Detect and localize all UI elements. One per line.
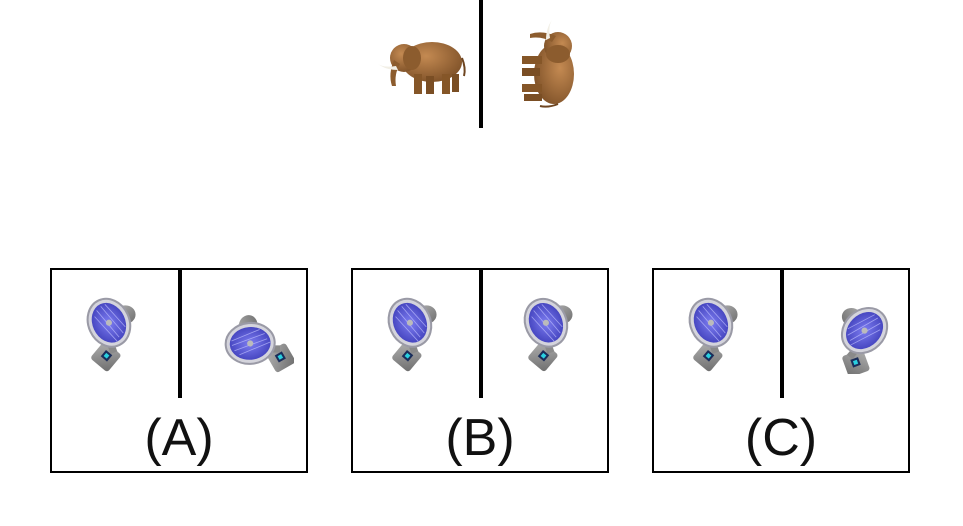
option-b-divider [479, 270, 483, 398]
option-c-label: (C) [654, 410, 908, 466]
desk-fan-icon [72, 292, 152, 374]
desk-fan-icon [503, 292, 595, 374]
option-a[interactable]: (A) [50, 268, 308, 473]
desk-fan-icon [373, 292, 453, 374]
example-divider [479, 0, 483, 128]
desk-fan-rotated-icon [202, 292, 294, 374]
option-c[interactable]: (C) [652, 268, 910, 473]
option-b-label: (B) [353, 410, 607, 466]
desk-fan-icon [674, 292, 754, 374]
desk-fan-tilted-icon [804, 292, 896, 374]
option-a-divider [178, 270, 182, 398]
option-b[interactable]: (B) [351, 268, 609, 473]
option-c-divider [780, 270, 784, 398]
example-pair [360, 0, 600, 130]
elephant-rotated-view-icon [508, 18, 588, 110]
elephant-side-view-icon [370, 28, 470, 98]
option-a-label: (A) [52, 410, 306, 466]
